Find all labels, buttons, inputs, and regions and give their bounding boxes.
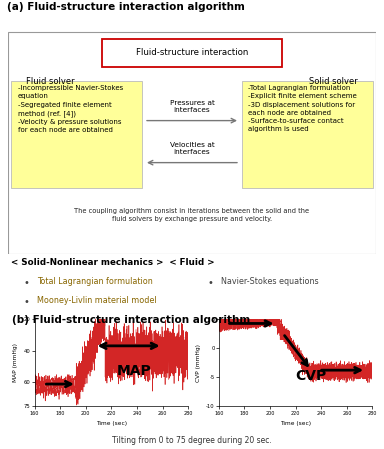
Text: Pressures at
interfaces: Pressures at interfaces <box>170 100 214 113</box>
Text: < Solid-Nonlinear mechanics >  < Fluid >: < Solid-Nonlinear mechanics > < Fluid > <box>12 258 215 267</box>
Text: •: • <box>23 297 29 307</box>
Y-axis label: CVP (mmHg): CVP (mmHg) <box>195 343 200 382</box>
Text: (a) Fluid-structure interaction algorithm: (a) Fluid-structure interaction algorith… <box>7 2 245 12</box>
Text: MAP: MAP <box>117 364 152 379</box>
Text: •: • <box>23 278 29 288</box>
FancyBboxPatch shape <box>12 81 142 188</box>
FancyBboxPatch shape <box>8 32 376 254</box>
Text: -Total Lagrangian formulation
-Explicit finite element scheme
-3D displacement s: -Total Lagrangian formulation -Explicit … <box>248 85 357 132</box>
Text: Total Lagrangian formulation: Total Lagrangian formulation <box>37 277 153 286</box>
Text: Velocities at
interfaces: Velocities at interfaces <box>170 142 214 155</box>
Y-axis label: MAP (mmHg): MAP (mmHg) <box>13 343 18 382</box>
Text: Navier-Stokes equations: Navier-Stokes equations <box>222 277 319 286</box>
Text: Tilting from 0 to 75 degree during 20 sec.: Tilting from 0 to 75 degree during 20 se… <box>112 436 272 445</box>
Text: CVP: CVP <box>295 369 327 383</box>
Text: The coupling algorithm consist in iterations between the solid and the
fluid sol: The coupling algorithm consist in iterat… <box>74 208 310 222</box>
FancyBboxPatch shape <box>242 81 372 188</box>
X-axis label: Time (sec): Time (sec) <box>280 421 311 426</box>
FancyBboxPatch shape <box>102 39 282 67</box>
Text: -Incompressible Navier-Stokes
equation
-Segregated finite element
method (ref. [: -Incompressible Navier-Stokes equation -… <box>18 85 123 133</box>
Text: Solid solver: Solid solver <box>309 77 358 86</box>
Text: Fluid-structure interaction: Fluid-structure interaction <box>136 48 248 57</box>
Text: (b) Fluid-structure interaction algorithm: (b) Fluid-structure interaction algorith… <box>12 315 250 325</box>
Text: •: • <box>207 278 214 288</box>
Text: Mooney-Livlin material model: Mooney-Livlin material model <box>37 296 157 305</box>
X-axis label: Time (sec): Time (sec) <box>96 421 127 426</box>
Text: Fluid solver: Fluid solver <box>26 77 75 86</box>
